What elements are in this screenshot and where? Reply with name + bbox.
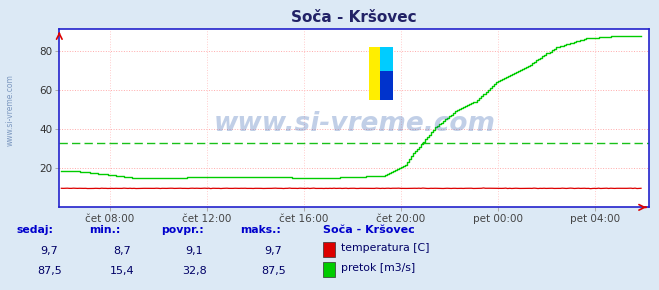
Bar bbox=[380, 47, 393, 71]
Text: min.:: min.: bbox=[89, 225, 121, 235]
Text: 87,5: 87,5 bbox=[37, 266, 62, 276]
Text: povpr.:: povpr.: bbox=[161, 225, 204, 235]
Text: sedaj:: sedaj: bbox=[16, 225, 53, 235]
Text: maks.:: maks.: bbox=[241, 225, 281, 235]
Text: 9,7: 9,7 bbox=[41, 246, 58, 256]
Text: pretok [m3/s]: pretok [m3/s] bbox=[341, 263, 416, 273]
Text: 15,4: 15,4 bbox=[109, 266, 134, 276]
Text: Soča - Kršovec: Soča - Kršovec bbox=[323, 225, 415, 235]
Text: 32,8: 32,8 bbox=[182, 266, 207, 276]
Text: temperatura [C]: temperatura [C] bbox=[341, 243, 430, 253]
Bar bbox=[369, 47, 380, 100]
Text: 9,7: 9,7 bbox=[265, 246, 282, 256]
Text: www.si-vreme.com: www.si-vreme.com bbox=[5, 74, 14, 146]
Title: Soča - Kršovec: Soča - Kršovec bbox=[291, 10, 417, 25]
Text: 9,1: 9,1 bbox=[186, 246, 203, 256]
Text: 87,5: 87,5 bbox=[261, 266, 286, 276]
Text: www.si-vreme.com: www.si-vreme.com bbox=[214, 110, 495, 137]
Bar bbox=[380, 71, 393, 100]
Text: 8,7: 8,7 bbox=[113, 246, 130, 256]
